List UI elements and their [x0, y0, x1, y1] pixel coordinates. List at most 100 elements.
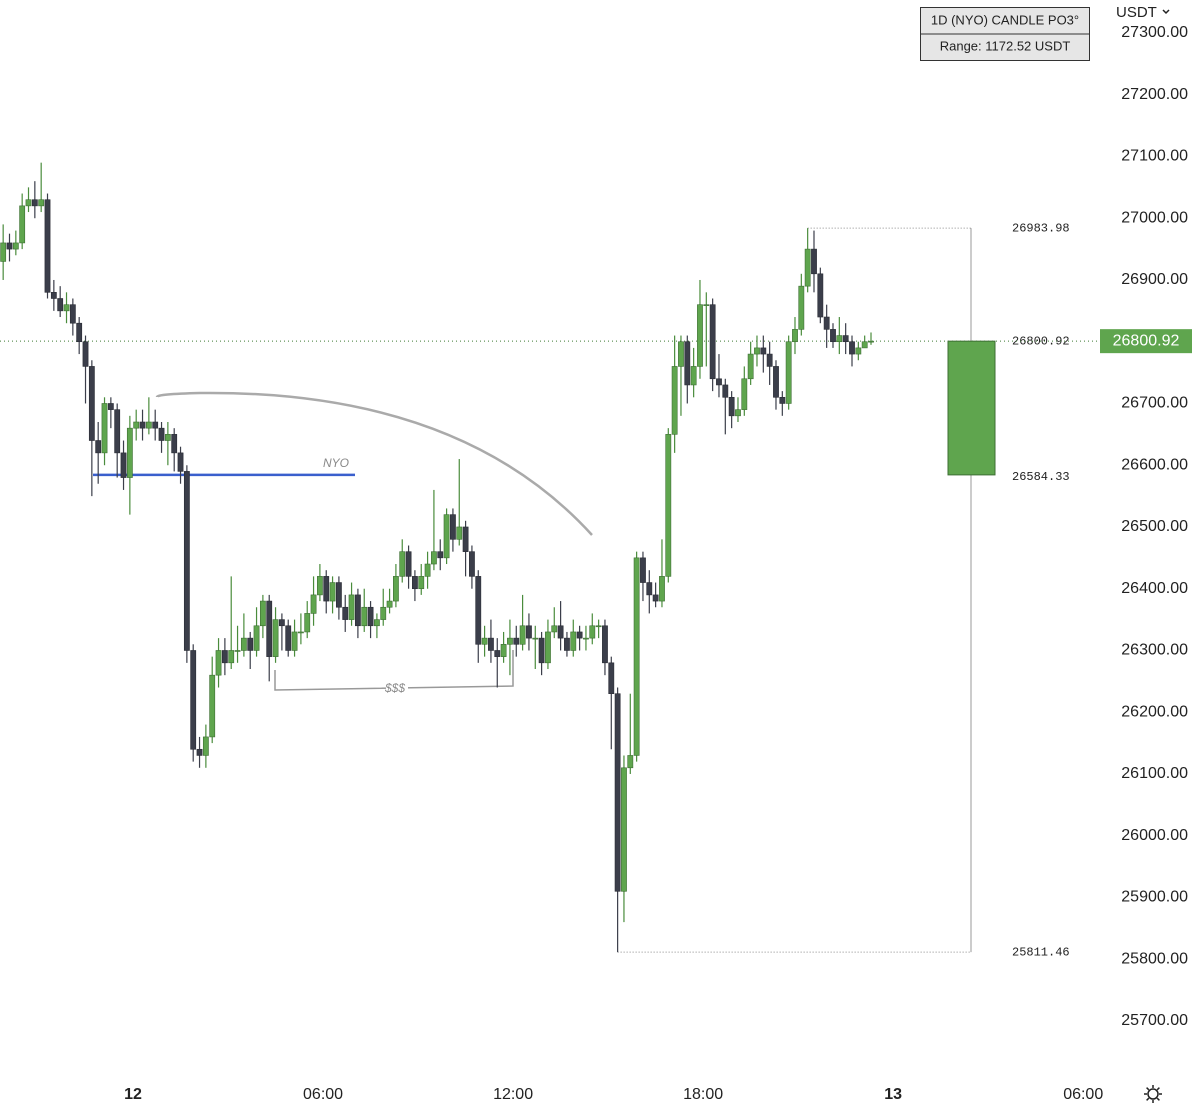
candle-body [855, 347, 862, 355]
candle-body [437, 551, 444, 559]
candle-body [304, 613, 311, 633]
label-bg [386, 680, 408, 696]
candle-body [728, 396, 735, 417]
candle-body [773, 366, 779, 398]
candle-body [538, 637, 545, 664]
candle-body [247, 637, 254, 651]
candle-body [25, 199, 32, 207]
candle-body [120, 452, 127, 478]
candle-body [234, 650, 241, 652]
y-tick-label: 27100.00 [1121, 148, 1188, 165]
candle-body [652, 594, 659, 602]
y-tick-label: 25700.00 [1121, 1012, 1188, 1029]
gear-center [1147, 1088, 1159, 1100]
info-title: 1D (NYO) CANDLE PO3° [931, 12, 1079, 27]
settings-icon[interactable] [1144, 1085, 1162, 1103]
candle-body [31, 199, 38, 207]
x-tick-label: 12 [124, 1086, 142, 1103]
candle-body [690, 366, 697, 386]
candle-body [849, 341, 855, 355]
candle-body [386, 600, 393, 608]
candle-body [671, 366, 678, 435]
candle-body [766, 353, 773, 367]
candle-body [291, 631, 298, 651]
candle-body [551, 625, 558, 633]
candle-body [716, 378, 722, 386]
y-tick-label: 27000.00 [1121, 209, 1188, 226]
candle-body [570, 631, 577, 651]
nyo-label: NYO [323, 456, 349, 470]
candle-body [114, 409, 121, 454]
candle-body [19, 205, 26, 244]
candle-body [278, 619, 285, 627]
y-tick-label: 26900.00 [1121, 271, 1188, 288]
candle-body [709, 304, 716, 380]
candle-body [703, 304, 710, 306]
candle-body [6, 242, 13, 250]
candle-body [171, 434, 178, 454]
info-range: Range: 1172.52 USDT [940, 38, 1071, 53]
candle-body [367, 606, 374, 627]
liquidity-label: $$$ [384, 681, 405, 695]
level-label: 26983.98 [1012, 221, 1070, 235]
candle-body [608, 662, 615, 694]
y-tick-label: 26000.00 [1121, 827, 1188, 844]
candle-body [779, 396, 786, 404]
candle-body [830, 329, 836, 343]
currency-chevron[interactable] [1162, 9, 1170, 15]
x-tick-label: 06:00 [1063, 1086, 1103, 1103]
candle-body [240, 637, 247, 651]
candle-body [57, 298, 64, 312]
candle-body [272, 619, 279, 657]
y-tick-label: 26300.00 [1121, 642, 1188, 659]
candle-body [646, 582, 653, 596]
candle-body [158, 427, 165, 441]
candle-body [545, 631, 551, 664]
y-tick-label: 26100.00 [1121, 765, 1188, 782]
candle-body [221, 650, 228, 664]
candle-body [678, 341, 684, 367]
candle-body [494, 650, 501, 657]
level-label: 25811.46 [1012, 945, 1070, 959]
x-tick-label: 06:00 [303, 1086, 343, 1103]
candle-body [107, 403, 114, 410]
candle-body [576, 631, 583, 639]
candle-body [336, 582, 342, 608]
candle-body [424, 563, 431, 577]
candle-body [602, 625, 608, 664]
candle-body [500, 643, 507, 657]
candle-body [481, 637, 488, 645]
candle-body [348, 594, 355, 620]
candle-body [126, 427, 133, 478]
candle-body [69, 304, 76, 324]
last-price-label: 26800.92 [1113, 332, 1180, 349]
candle-body [697, 304, 703, 367]
candle-body [456, 526, 463, 540]
candle-body [355, 594, 361, 627]
candle-body [633, 557, 640, 756]
candle-body [266, 600, 273, 657]
candle-body [297, 631, 304, 634]
currency-label: USDT [1116, 4, 1157, 21]
y-tick-label: 25900.00 [1121, 889, 1188, 906]
candle-body [285, 625, 292, 651]
candle-body [50, 292, 57, 299]
candle-body [735, 409, 741, 417]
candle-body [469, 551, 475, 577]
candle-body [196, 748, 203, 756]
candle-body [627, 755, 634, 769]
candle-body [259, 600, 266, 627]
candle-body [183, 471, 190, 651]
candle-body [722, 384, 729, 398]
candle-body [861, 341, 868, 349]
candle-body [621, 767, 627, 892]
candle-body [640, 557, 646, 583]
y-tick-label: 27300.00 [1121, 24, 1188, 41]
candle-body [342, 606, 349, 620]
candle-body [804, 248, 811, 287]
candle-body [462, 526, 469, 552]
gear-teeth [1144, 1085, 1162, 1103]
candle-body [823, 316, 830, 330]
candle-body [519, 625, 526, 645]
candle-body [684, 341, 691, 386]
